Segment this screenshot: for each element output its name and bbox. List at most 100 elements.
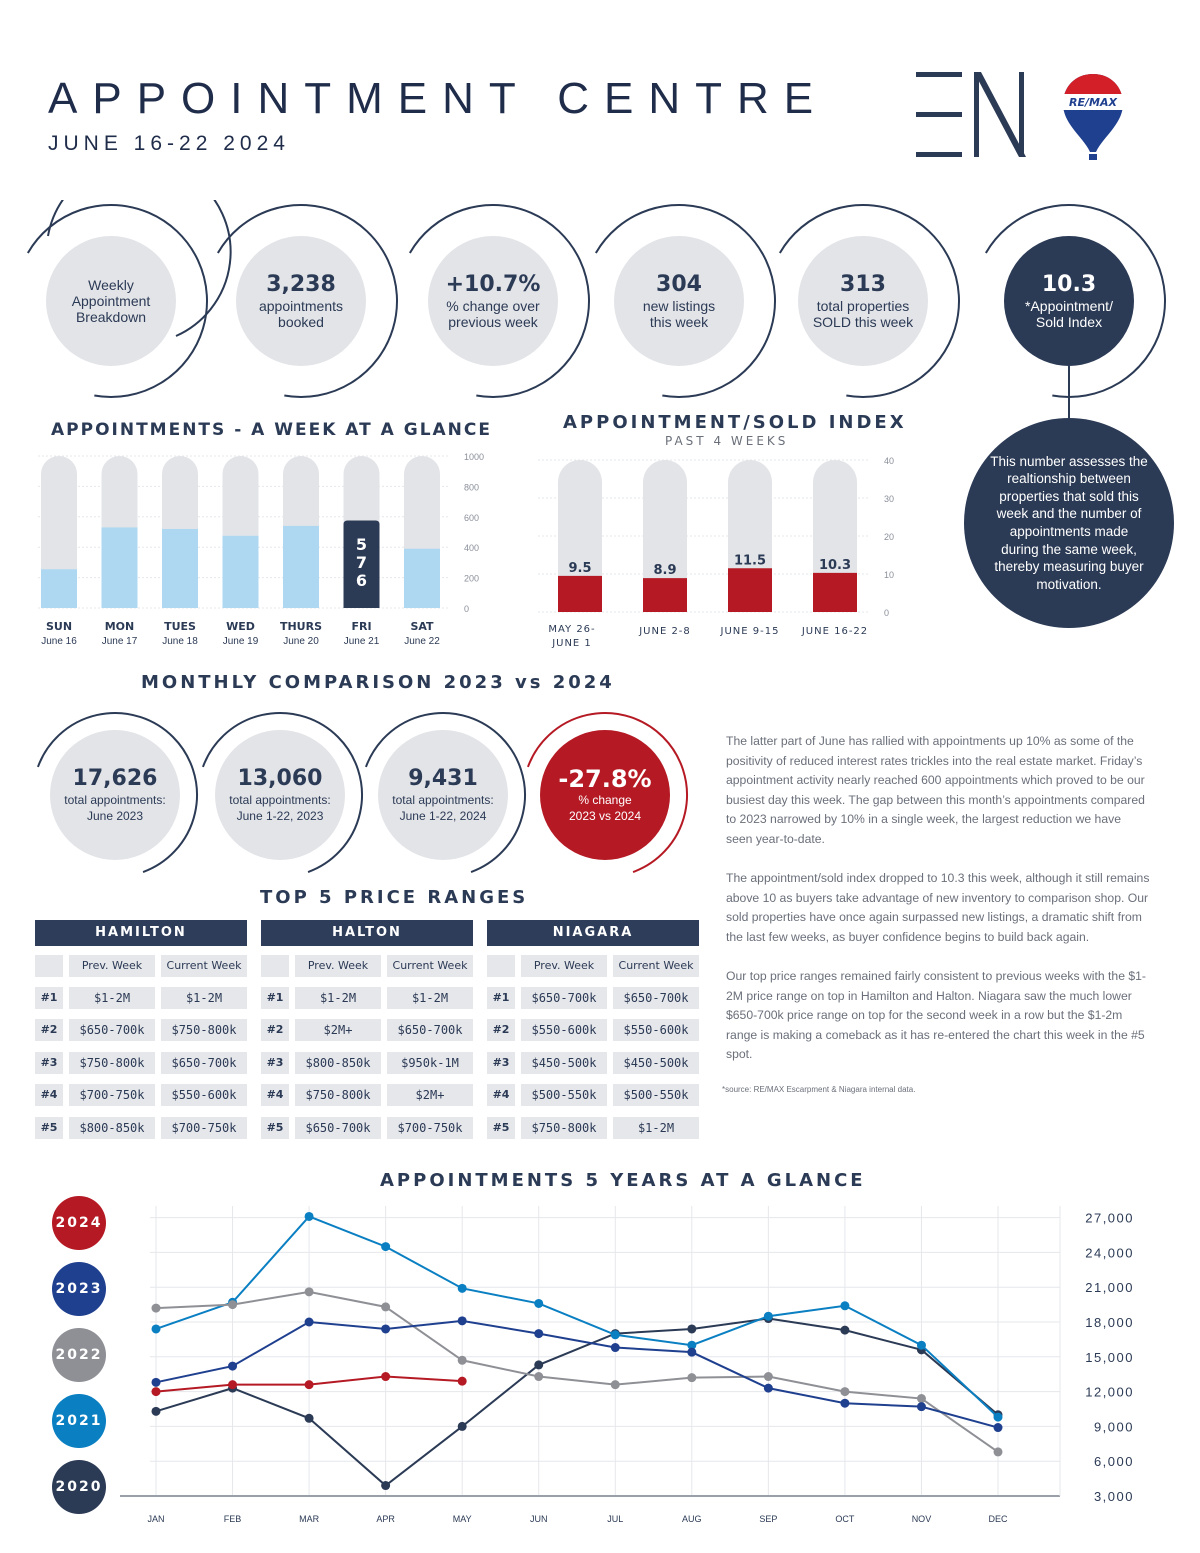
x-tick-label: JUL [607, 1514, 623, 1524]
bar [728, 568, 772, 612]
price-table-rank: #1 [261, 987, 289, 1009]
x-tick-label: SAT [410, 620, 434, 633]
price-table-prev-cell: $550-600k [521, 1019, 607, 1042]
data-point [916, 1340, 926, 1350]
data-point [151, 1377, 161, 1387]
data-point [381, 1302, 391, 1312]
price-table-prev-cell: $800-850k [69, 1116, 155, 1139]
y-tick-label: 10 [884, 570, 894, 580]
price-table-rank: #4 [261, 1084, 289, 1107]
monthly-label: total appointments: [229, 793, 331, 807]
bar [283, 525, 319, 608]
bar [222, 535, 259, 608]
bar [813, 572, 857, 612]
price-table-corner [487, 955, 515, 977]
bar-value-label: 10.3 [819, 558, 851, 573]
price-table-prev-cell: $800-850k [295, 1051, 381, 1074]
data-point [687, 1347, 697, 1357]
kpi-properties-sold: 313 total properties SOLD this week [798, 236, 928, 366]
kpi-percent-change: +10.7% % change over previous week [428, 236, 558, 366]
price-table-col-prev: Prev. Week [69, 955, 155, 977]
kpi-label: *Appointment/ Sold Index [1025, 298, 1113, 330]
price-table-current-cell: $550-600k [161, 1084, 247, 1107]
bar [41, 569, 77, 608]
price-table-rank: #5 [261, 1116, 289, 1139]
x-sub-label: June 19 [223, 636, 259, 647]
y-tick-label: 12,000 [1085, 1385, 1134, 1400]
bar-value-label: 9.5 [568, 561, 591, 576]
price-table-rank: #4 [35, 1084, 63, 1107]
y-tick-label: 40 [884, 456, 894, 466]
year-badge-2022: 2022 [52, 1328, 106, 1382]
bar-value-label: 7 [356, 553, 367, 572]
data-point [763, 1311, 773, 1321]
series-line-2020 [155, 1317, 999, 1487]
price-table-header: NIAGARA [487, 920, 699, 946]
data-point [534, 1329, 544, 1339]
price-table-current-cell: $650-700k [161, 1051, 247, 1074]
y-tick-label: 27,000 [1085, 1211, 1134, 1226]
price-table-current-cell: $450-500k [613, 1051, 699, 1074]
x-tick-label: JUNE 2-8 [638, 626, 691, 637]
price-table-col-current: Current Week [613, 955, 699, 977]
price-table-prev-cell: $650-700k [69, 1019, 155, 1042]
price-table-header: HALTON [261, 920, 473, 946]
price-table-current-cell: $750-800k [161, 1019, 247, 1042]
year-badge-2021: 2021 [52, 1394, 106, 1448]
page-title: APPOINTMENT CENTRE [48, 74, 829, 123]
x-sub-label: June 18 [162, 636, 198, 647]
five-year-line-chart: 27,000 24,000 21,000 18,000 15,000 12,000 9,00… [120, 1206, 1134, 1524]
data-point [610, 1343, 620, 1353]
monthly-value: 9,431 [408, 766, 478, 791]
data-point [534, 1298, 544, 1308]
monthly-value: 13,060 [237, 766, 323, 791]
data-point [916, 1402, 926, 1412]
bar-value-label: 5 [356, 535, 367, 554]
data-point [151, 1324, 161, 1334]
y-tick-label: 15,000 [1085, 1350, 1134, 1365]
x-tick-label: WED [226, 620, 255, 633]
bar [343, 520, 380, 608]
data-point [381, 1242, 391, 1252]
price-table-rank: #5 [35, 1116, 63, 1139]
monthly-value: 17,626 [72, 766, 158, 791]
x-tick-label: SUN [46, 620, 72, 633]
year-badge-2023: 2023 [52, 1262, 106, 1316]
price-table-current-cell: $700-750k [387, 1116, 473, 1139]
price-table-prev-cell: $750-800k [295, 1084, 381, 1107]
data-point [457, 1316, 467, 1326]
index-chart-title: APPOINTMENT/SOLD INDEX [563, 412, 907, 433]
price-table-col-current: Current Week [161, 955, 247, 977]
price-table-col-prev: Prev. Week [521, 955, 607, 977]
data-point [687, 1324, 697, 1334]
data-point [457, 1376, 467, 1386]
balloon-icon [1063, 74, 1123, 160]
price-table-header: HAMILTON [35, 920, 247, 946]
x-tick-label: MAY [453, 1514, 472, 1524]
index-chart-subtitle: PAST 4 WEEKS [665, 434, 789, 448]
x-tick-label: MAY 26- [548, 624, 595, 635]
price-table-rank: #2 [487, 1019, 515, 1042]
index-connector-line [1068, 366, 1070, 426]
monthly-period: June 1-22, 2024 [399, 809, 487, 823]
data-point [763, 1372, 773, 1382]
data-point [151, 1303, 161, 1313]
price-table-current-cell: $550-600k [613, 1019, 699, 1042]
price-table-rank: #1 [487, 987, 515, 1009]
kpi-new-listings: 304 new listings this week [614, 236, 744, 366]
data-point [840, 1387, 850, 1397]
x-tick-label: NOV [912, 1514, 932, 1524]
data-point [534, 1360, 544, 1370]
kpi-value: +10.7% [445, 272, 541, 297]
remax-balloon-logo: RE/MAX [1060, 72, 1126, 162]
x-sub-label: June 22 [404, 636, 440, 647]
price-table-rank: #5 [487, 1116, 515, 1139]
x-sub-label: June 20 [283, 636, 319, 647]
price-table-current-cell: $1-2M [161, 987, 247, 1009]
price-table-prev-cell: $450-500k [521, 1051, 607, 1074]
kpi-appointments-booked: 3,238 appointments booked [236, 236, 366, 366]
bar-value-label: 8.9 [653, 563, 676, 578]
bar-track [643, 460, 687, 612]
monthly-period: 2023 vs 2024 [568, 809, 642, 823]
bar-value-label: 6 [356, 571, 367, 590]
